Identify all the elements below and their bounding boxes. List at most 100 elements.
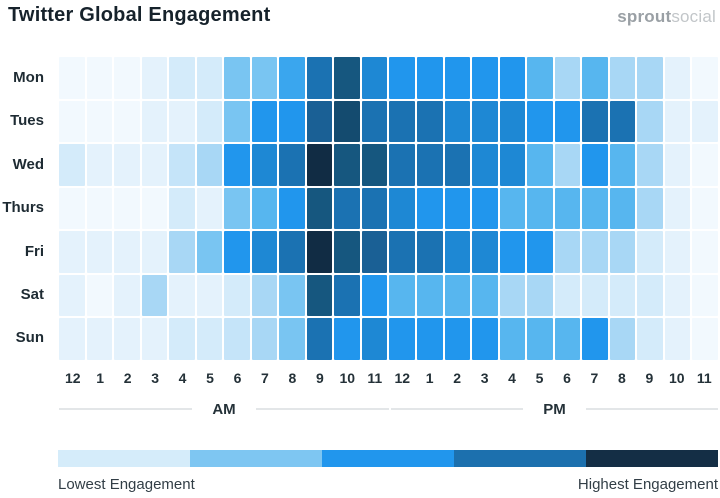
heatmap-cell [499, 144, 526, 186]
heatmap-cell [279, 274, 305, 317]
heatmap-cell [499, 187, 526, 230]
heatmap-cell [417, 57, 443, 99]
heatmap-cell [444, 231, 471, 273]
heatmap-cell [279, 100, 305, 143]
hour-label: 6 [563, 370, 571, 386]
sproutsocial-logo: sproutsocial [617, 7, 716, 27]
heatmap-cell [444, 57, 471, 99]
heatmap-cell [306, 274, 333, 317]
heatmap-cell [196, 318, 223, 360]
heatmap-cell [664, 274, 691, 317]
heatmap-cell [279, 57, 305, 99]
heatmap-cell [609, 274, 636, 317]
heatmap-cell [417, 274, 443, 317]
heatmap-cell [196, 100, 223, 143]
hour-label: 10 [669, 370, 685, 386]
heatmap-cell [637, 274, 663, 317]
heatmap-cell [224, 231, 250, 273]
heatmap-cell [554, 57, 581, 99]
pm-left-divider-line [391, 408, 524, 410]
heatmap-cell [169, 144, 195, 186]
heatmap-cell [692, 144, 718, 186]
heatmap-cell [499, 231, 526, 273]
heatmap-cell [637, 57, 663, 99]
heatmap-cell [389, 57, 416, 99]
heatmap-cell [251, 274, 278, 317]
heatmap-cell [306, 57, 333, 99]
heatmap-cell [554, 187, 581, 230]
heatmap-cell [499, 318, 526, 360]
heatmap-cell [141, 318, 168, 360]
day-label-mon: Mon [13, 69, 44, 86]
heatmap-cell [59, 144, 85, 186]
engagement-color-scale [58, 450, 718, 467]
heatmap-cell [692, 318, 718, 360]
heatmap-cell [114, 187, 140, 230]
hour-label: 1 [425, 370, 434, 386]
heatmap-cell [472, 187, 498, 230]
heatmap-cell [59, 318, 85, 360]
heatmap-cell [692, 100, 718, 143]
heatmap-cell [169, 57, 195, 99]
hour-label: 5 [206, 370, 214, 386]
heatmap-cell [169, 274, 195, 317]
heatmap-cell [141, 187, 168, 230]
heatmap-cell [361, 187, 388, 230]
heatmap-cell [609, 187, 636, 230]
heatmap-cell [527, 144, 553, 186]
heatmap-cell [306, 100, 333, 143]
hour-label: 1 [96, 370, 105, 386]
legend-segment-3 [322, 450, 454, 467]
heatmap-cell [582, 100, 608, 143]
heatmap-cell [582, 187, 608, 230]
heatmap-cell [169, 318, 195, 360]
heatmap-cell [224, 274, 250, 317]
day-label-sun: Sun [15, 329, 44, 347]
day-label-wed: Wed [12, 155, 44, 173]
pm-label: PM [543, 400, 566, 418]
logo-text-social: social [671, 7, 716, 26]
heatmap-cell [224, 57, 250, 99]
hour-label: 4 [508, 370, 516, 386]
heatmap-cell [251, 57, 278, 99]
heatmap-cell [637, 144, 663, 186]
heatmap-cell [306, 144, 333, 186]
heatmap-cell [637, 100, 663, 143]
hour-label: 2 [123, 370, 132, 386]
heatmap-cell [114, 57, 140, 99]
heatmap-cell [334, 187, 360, 230]
heatmap-cell [554, 274, 581, 317]
heatmap-cell [582, 318, 608, 360]
heatmap-cell [169, 187, 195, 230]
heatmap-cell [169, 231, 195, 273]
heatmap-cell [224, 144, 250, 186]
heatmap-cell [114, 274, 140, 317]
heatmap-cell [279, 318, 305, 360]
hour-label: 3 [151, 370, 159, 386]
heatmap-cell [334, 231, 360, 273]
heatmap-cell [141, 57, 168, 99]
heatmap-cell [499, 100, 526, 143]
heatmap-cell [444, 100, 471, 143]
heatmap-cell [499, 274, 526, 317]
heatmap-cell [472, 57, 498, 99]
heatmap-cell [196, 144, 223, 186]
heatmap-cell [361, 100, 388, 143]
heatmap-cell [417, 231, 443, 273]
heatmap-cell [251, 144, 278, 186]
hour-label: 12 [394, 370, 411, 386]
heatmap-cell [389, 144, 416, 186]
heatmap-cell [251, 187, 278, 230]
heatmap-cell [664, 187, 691, 230]
day-label-sat: Sat [20, 286, 44, 303]
heatmap-cell [609, 100, 636, 143]
hour-label: 8 [617, 370, 626, 386]
heatmap-cell [527, 274, 553, 317]
heatmap-cell [582, 57, 608, 99]
heatmap-cell [472, 274, 498, 317]
heatmap-cell [141, 100, 168, 143]
heatmap-cell [196, 57, 223, 99]
heatmap-cell [334, 274, 360, 317]
heatmap-cell [582, 144, 608, 186]
